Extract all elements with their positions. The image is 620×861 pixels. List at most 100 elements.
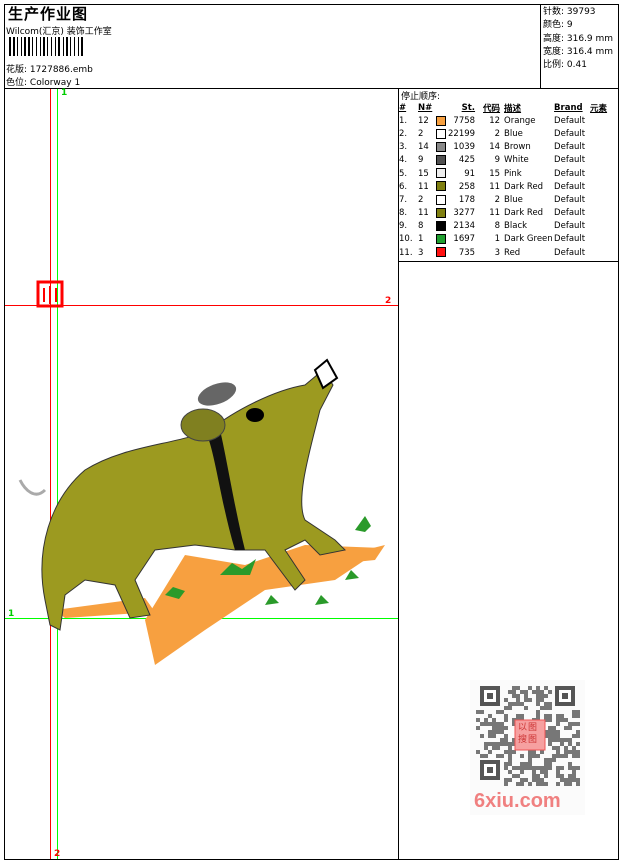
row-description: Blue (504, 194, 523, 205)
row-stitches: 1039 (453, 142, 476, 153)
row-stitches: 2134 (453, 221, 476, 232)
stop-sequence-row: 2. 2 22199 2 Blue Default (399, 127, 615, 140)
row-index: 8. (399, 208, 408, 219)
stop-sequence-row: 8. 11 3277 11 Dark Red Default (399, 207, 615, 220)
row-brand: Default (554, 142, 586, 153)
col-stitches: St. (461, 102, 476, 113)
row-description: Black (504, 221, 528, 232)
row-needle: 2 (418, 194, 424, 205)
page-title: 生产作业图 (8, 5, 89, 23)
color-swatch (436, 207, 446, 218)
row-needle: 1 (418, 234, 424, 245)
color-swatch (436, 115, 446, 126)
row-brand: Default (554, 247, 586, 258)
color-swatch (436, 194, 446, 205)
red-guide-vertical (50, 89, 51, 859)
stop-sequence-row: 1. 12 7758 12 Orange Default (399, 114, 615, 127)
row-description: Dark Red (504, 208, 544, 219)
row-index: 6. (399, 181, 408, 192)
row-index: 5. (399, 168, 408, 179)
row-description: Dark Red (504, 181, 544, 192)
color-swatch (436, 234, 446, 245)
row-index: 7. (399, 194, 408, 205)
design-width: 宽度: 316.4 mm (543, 46, 614, 57)
row-needle: 8 (418, 221, 424, 232)
row-description: Orange (504, 115, 536, 126)
row-code: 11 (489, 181, 501, 192)
row-brand: Default (554, 115, 586, 126)
color-count: 颜色: 9 (543, 20, 573, 31)
stop-sequence-table: # N# St. 代码 描述 Brand 元素 1. 12 7758 12 Or… (399, 101, 615, 259)
row-stitches: 7758 (453, 115, 476, 126)
row-code: 3 (494, 247, 501, 258)
colorway-label: 色位: (6, 78, 28, 88)
color-swatch (436, 168, 446, 179)
row-code: 9 (494, 155, 501, 166)
row-brand: Default (554, 194, 586, 205)
row-stitches: 3277 (453, 208, 476, 219)
row-needle: 9 (418, 155, 424, 166)
row-index: 9. (399, 221, 408, 232)
stop-sequence-row: 7. 2 178 2 Blue Default (399, 193, 615, 206)
row-code: 14 (489, 142, 501, 153)
red-guide-horizontal (5, 305, 398, 306)
grass-green (165, 516, 371, 605)
color-swatch (436, 221, 446, 232)
panel-divider (398, 88, 399, 860)
row-brand: Default (554, 208, 586, 219)
row-needle: 14 (418, 142, 429, 153)
row-needle: 11 (418, 208, 429, 219)
row-needle: 3 (418, 247, 424, 258)
stop-sequence-panel: 停止顺序: # N# St. 代码 描述 Brand 元素 1. 12 7758… (399, 88, 619, 262)
row-index: 3. (399, 142, 408, 153)
boar-embroidery-design (18, 358, 385, 665)
stop-sequence-row: 9. 8 2134 8 Black Default (399, 220, 615, 233)
row-needle: 11 (418, 181, 429, 192)
design-scale: 比例: 0.41 (543, 60, 587, 71)
design-file: 花版: 1727886.emb (6, 62, 93, 75)
guide-label-top: 1 (61, 88, 68, 98)
row-code: 15 (489, 168, 501, 179)
watermark-stamp: 以图搜图 (518, 723, 539, 745)
row-brand: Default (554, 155, 586, 166)
stop-sequence-title: 停止顺序: (401, 92, 441, 102)
row-description: Blue (504, 128, 523, 139)
row-stitches: 1697 (453, 234, 476, 245)
row-description: White (504, 155, 529, 166)
stop-sequence-row: 3. 14 1039 14 Brown Default (399, 141, 615, 154)
design-label: 花版: (6, 65, 28, 75)
row-brand: Default (554, 128, 586, 139)
row-stitches: 91 (464, 168, 476, 179)
row-needle: 15 (418, 168, 429, 179)
color-swatch (436, 181, 446, 192)
guide-label-bottom: 2 (54, 849, 61, 859)
colorway: 色位: Colorway 1 (6, 75, 80, 88)
row-description: Brown (504, 142, 531, 153)
start-marker-icon (36, 280, 64, 308)
col-code: 代码 (483, 103, 501, 114)
stitch-count: 针数: 39793 (543, 7, 596, 17)
design-height: 高度: 316.9 mm (543, 33, 614, 44)
stop-sequence-row: 5. 15 91 15 Pink Default (399, 167, 615, 180)
row-code: 2 (494, 194, 501, 205)
guide-label-left: 1 (8, 609, 15, 619)
row-code: 12 (489, 115, 501, 126)
sheet-border (4, 4, 619, 860)
row-description: Pink (504, 168, 522, 179)
row-stitches: 735 (458, 247, 476, 258)
row-code: 8 (494, 221, 501, 232)
row-description: Dark Green (504, 234, 553, 245)
row-brand: Default (554, 221, 586, 232)
boar-body (41, 369, 347, 631)
row-index: 1. (399, 115, 408, 126)
stop-sequence-row: 4. 9 425 9 White Default (399, 154, 615, 167)
guide-label-right: 2 (385, 296, 392, 306)
row-code: 1 (494, 234, 501, 245)
col-description: 描述 (504, 103, 522, 114)
row-description: Red (504, 247, 521, 258)
row-stitches: 258 (458, 181, 476, 192)
row-index: 2. (399, 128, 408, 139)
col-element: 元素 (590, 103, 608, 114)
col-index: # (399, 102, 407, 113)
watermark-text: 6xiu.com (474, 790, 561, 812)
